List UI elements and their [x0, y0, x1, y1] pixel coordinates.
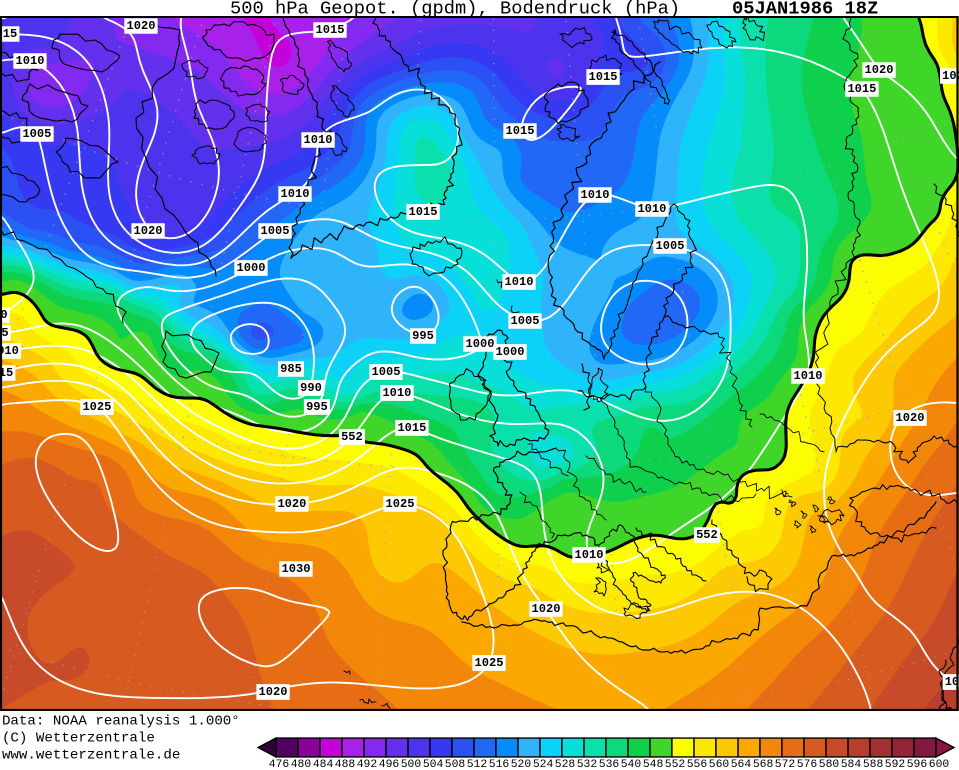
- svg-text:1005: 1005: [371, 365, 400, 379]
- svg-text:540: 540: [621, 759, 642, 770]
- svg-text:592: 592: [885, 759, 906, 770]
- svg-text:1015: 1015: [409, 205, 438, 219]
- svg-text:496: 496: [379, 759, 400, 770]
- svg-text:500 hPa Geopot. (gpdm), Bodend: 500 hPa Geopot. (gpdm), Bodendruck (hPa): [230, 0, 680, 19]
- svg-text:552: 552: [665, 759, 686, 770]
- svg-text:1000: 1000: [466, 337, 495, 351]
- svg-text:15: 15: [3, 27, 18, 41]
- svg-text:1015: 1015: [316, 23, 345, 37]
- svg-text:596: 596: [907, 759, 928, 770]
- svg-text:1000: 1000: [236, 261, 265, 275]
- svg-text:1025: 1025: [82, 400, 111, 414]
- svg-text:1025: 1025: [386, 497, 415, 511]
- svg-text:600: 600: [929, 759, 950, 770]
- svg-text:1005: 1005: [261, 224, 290, 238]
- svg-text:010: 010: [0, 344, 19, 358]
- svg-text:520: 520: [511, 759, 532, 770]
- svg-text:1010: 1010: [382, 386, 411, 400]
- svg-text:512: 512: [467, 759, 488, 770]
- svg-text:1020: 1020: [134, 224, 163, 238]
- svg-text:1000: 1000: [496, 345, 525, 359]
- svg-text:1010: 1010: [637, 202, 666, 216]
- svg-text:1005: 1005: [655, 239, 684, 253]
- svg-text:480: 480: [291, 759, 312, 770]
- svg-text:1020: 1020: [259, 685, 288, 699]
- svg-text:536: 536: [599, 759, 620, 770]
- svg-text:1005: 1005: [511, 314, 540, 328]
- svg-text:588: 588: [863, 759, 884, 770]
- svg-text:5: 5: [1, 326, 8, 340]
- svg-text:1020: 1020: [865, 63, 894, 77]
- svg-text:1030: 1030: [281, 562, 310, 576]
- svg-text:1005: 1005: [22, 127, 51, 141]
- svg-text:552: 552: [341, 430, 363, 444]
- svg-text:560: 560: [709, 759, 730, 770]
- svg-text:500: 500: [401, 759, 422, 770]
- svg-text:580: 580: [819, 759, 840, 770]
- svg-text:995: 995: [306, 400, 328, 414]
- svg-text:102: 102: [942, 69, 959, 83]
- svg-text:576: 576: [797, 759, 818, 770]
- svg-text:476: 476: [269, 759, 290, 770]
- svg-text:556: 556: [687, 759, 708, 770]
- svg-text:1025: 1025: [475, 656, 504, 670]
- svg-text:1020: 1020: [126, 19, 155, 33]
- svg-text:(C) Wetterzentrale: (C) Wetterzentrale: [2, 731, 155, 747]
- svg-text:1010: 1010: [505, 275, 534, 289]
- svg-text:548: 548: [643, 759, 664, 770]
- svg-text:1010: 1010: [575, 548, 604, 562]
- svg-text:1010: 1010: [281, 187, 310, 201]
- svg-text:492: 492: [357, 759, 378, 770]
- svg-text:995: 995: [412, 329, 434, 343]
- svg-text:528: 528: [555, 759, 576, 770]
- svg-text:1015: 1015: [397, 421, 426, 435]
- svg-text:05JAN1986 18Z: 05JAN1986 18Z: [732, 0, 878, 19]
- svg-text:1015: 1015: [506, 124, 535, 138]
- svg-text:584: 584: [841, 759, 862, 770]
- svg-text:990: 990: [300, 381, 322, 395]
- svg-text:508: 508: [445, 759, 466, 770]
- svg-text:532: 532: [577, 759, 598, 770]
- svg-text:1015: 1015: [847, 82, 876, 96]
- svg-text:504: 504: [423, 759, 444, 770]
- svg-text:1020: 1020: [277, 497, 306, 511]
- svg-text:552: 552: [696, 528, 718, 542]
- svg-text:www.wetterzentrale.de: www.wetterzentrale.de: [2, 748, 180, 764]
- svg-text:516: 516: [489, 759, 510, 770]
- svg-text:Data: NOAA reanalysis 1.000°: Data: NOAA reanalysis 1.000°: [2, 714, 240, 730]
- svg-text:1010: 1010: [16, 54, 45, 68]
- svg-text:0: 0: [0, 308, 7, 322]
- svg-text:572: 572: [775, 759, 796, 770]
- svg-text:10: 10: [945, 675, 959, 689]
- svg-text:15: 15: [0, 366, 13, 380]
- svg-text:1015: 1015: [589, 70, 618, 84]
- svg-text:488: 488: [335, 759, 356, 770]
- svg-text:484: 484: [313, 759, 334, 770]
- svg-text:1020: 1020: [896, 411, 925, 425]
- svg-text:1010: 1010: [794, 369, 823, 383]
- svg-text:985: 985: [280, 362, 302, 376]
- svg-text:1010: 1010: [580, 188, 609, 202]
- svg-text:1010: 1010: [304, 133, 333, 147]
- svg-text:564: 564: [731, 759, 752, 770]
- svg-text:1020: 1020: [531, 602, 560, 616]
- svg-text:568: 568: [753, 759, 774, 770]
- svg-text:524: 524: [533, 759, 554, 770]
